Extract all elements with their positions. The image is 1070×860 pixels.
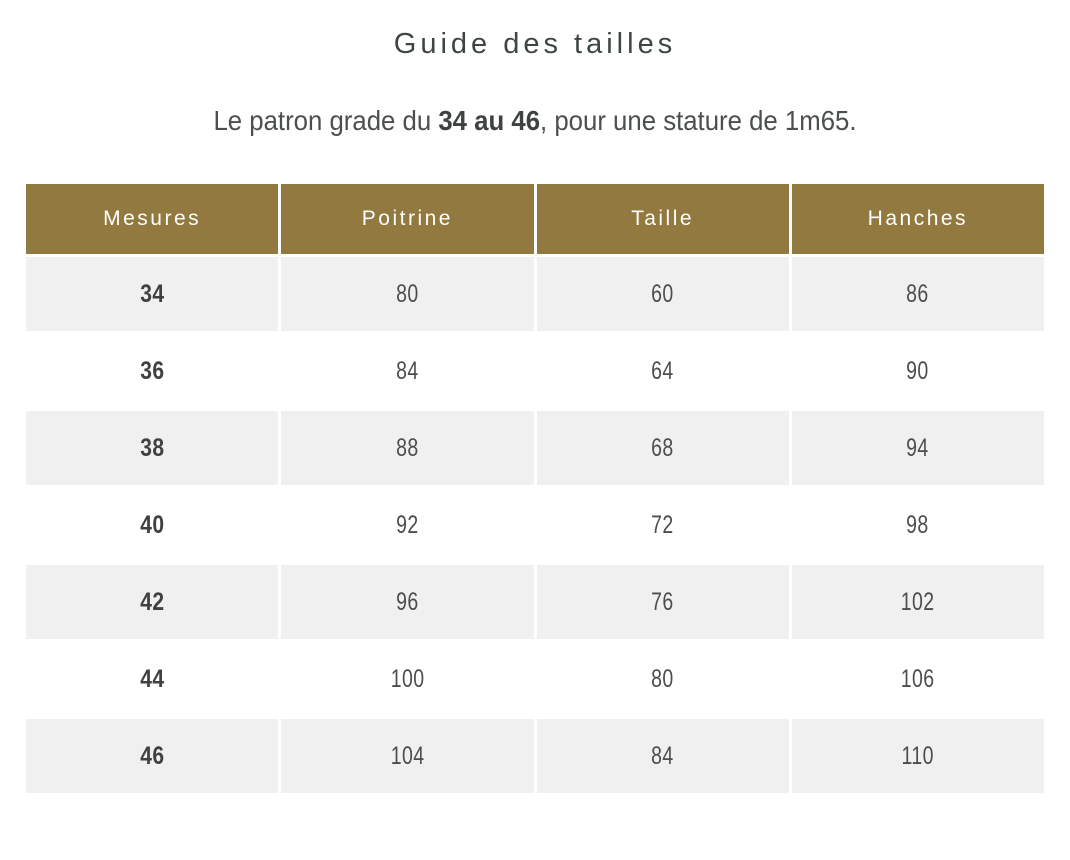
cell-value: 110 xyxy=(901,741,934,770)
measure-cell: 72 xyxy=(536,488,789,562)
cell-value: 92 xyxy=(396,510,419,539)
measure-cell: 90 xyxy=(791,334,1044,408)
measure-cell: 60 xyxy=(536,257,789,331)
measure-cell: 80 xyxy=(281,257,534,331)
page-title: Guide des tailles xyxy=(393,28,677,60)
size-guide-subtitle: Le patron grade du 34 au 46, pour une st… xyxy=(43,105,1027,137)
size-cell: 36 xyxy=(26,334,279,408)
cell-value: 104 xyxy=(390,741,425,770)
measure-cell: 84 xyxy=(281,334,534,408)
cell-value: 38 xyxy=(140,433,165,462)
cell-value: 68 xyxy=(651,433,674,462)
cell-value: 80 xyxy=(396,279,419,308)
measure-cell: 88 xyxy=(281,411,534,485)
table-row: 34 80 60 86 xyxy=(26,257,1044,331)
cell-value: 34 xyxy=(140,279,165,308)
measure-cell: 96 xyxy=(281,565,534,639)
cell-value: 64 xyxy=(651,356,674,385)
table-row: 40 92 72 98 xyxy=(26,488,1044,562)
table-row: 46 104 84 110 xyxy=(26,719,1044,793)
table-row: 44 100 80 106 xyxy=(26,642,1044,716)
measure-cell: 80 xyxy=(536,642,789,716)
subtitle-suffix: , pour une stature de 1m65. xyxy=(540,105,857,136)
cell-value: 86 xyxy=(906,279,930,308)
cell-value: 80 xyxy=(651,664,674,693)
size-table-header: Mesures Poitrine Taille Hanches xyxy=(26,184,1044,254)
cell-value: 84 xyxy=(396,356,419,385)
measure-cell: 76 xyxy=(536,565,789,639)
measure-cell: 98 xyxy=(791,488,1044,562)
column-header-mesures: Mesures xyxy=(26,184,279,254)
cell-value: 100 xyxy=(390,664,425,693)
column-header-hanches: Hanches xyxy=(791,184,1044,254)
cell-value: 76 xyxy=(651,587,674,616)
column-header-poitrine: Poitrine xyxy=(281,184,534,254)
measure-cell: 100 xyxy=(281,642,534,716)
size-table-body: 34 80 60 86 36 84 64 90 38 88 68 94 40 92 72 98 42 96 76 10… xyxy=(26,257,1044,793)
measure-cell: 86 xyxy=(791,257,1044,331)
cell-value: 88 xyxy=(396,433,419,462)
measure-cell: 68 xyxy=(536,411,789,485)
cell-value: 36 xyxy=(140,356,165,385)
cell-value: 102 xyxy=(901,587,935,616)
size-cell: 42 xyxy=(26,565,279,639)
cell-value: 96 xyxy=(396,587,419,616)
cell-value: 106 xyxy=(901,664,935,693)
cell-value: 46 xyxy=(140,741,165,770)
measure-cell: 106 xyxy=(791,642,1044,716)
size-cell: 34 xyxy=(26,257,279,331)
measure-cell: 110 xyxy=(791,719,1044,793)
measure-cell: 102 xyxy=(791,565,1044,639)
table-row: 38 88 68 94 xyxy=(26,411,1044,485)
size-cell: 44 xyxy=(26,642,279,716)
cell-value: 72 xyxy=(651,510,674,539)
table-row: 42 96 76 102 xyxy=(26,565,1044,639)
column-header-taille: Taille xyxy=(536,184,789,254)
cell-value: 98 xyxy=(906,510,930,539)
measure-cell: 84 xyxy=(536,719,789,793)
cell-value: 40 xyxy=(140,510,165,539)
header-row: Mesures Poitrine Taille Hanches xyxy=(26,184,1044,254)
cell-value: 42 xyxy=(140,587,165,616)
measure-cell: 64 xyxy=(536,334,789,408)
measure-cell: 92 xyxy=(281,488,534,562)
size-cell: 38 xyxy=(26,411,279,485)
size-table: Mesures Poitrine Taille Hanches 34 80 60 86… xyxy=(23,181,1047,796)
measure-cell: 104 xyxy=(281,719,534,793)
cell-value: 44 xyxy=(140,664,165,693)
table-row: 36 84 64 90 xyxy=(26,334,1044,408)
cell-value: 60 xyxy=(651,279,674,308)
size-cell: 40 xyxy=(26,488,279,562)
cell-value: 94 xyxy=(906,433,930,462)
subtitle-prefix: Le patron grade du xyxy=(213,105,439,136)
measure-cell: 94 xyxy=(791,411,1044,485)
cell-value: 90 xyxy=(906,356,930,385)
subtitle-size-range: 34 au 46 xyxy=(438,105,541,136)
cell-value: 84 xyxy=(651,741,674,770)
size-cell: 46 xyxy=(26,719,279,793)
